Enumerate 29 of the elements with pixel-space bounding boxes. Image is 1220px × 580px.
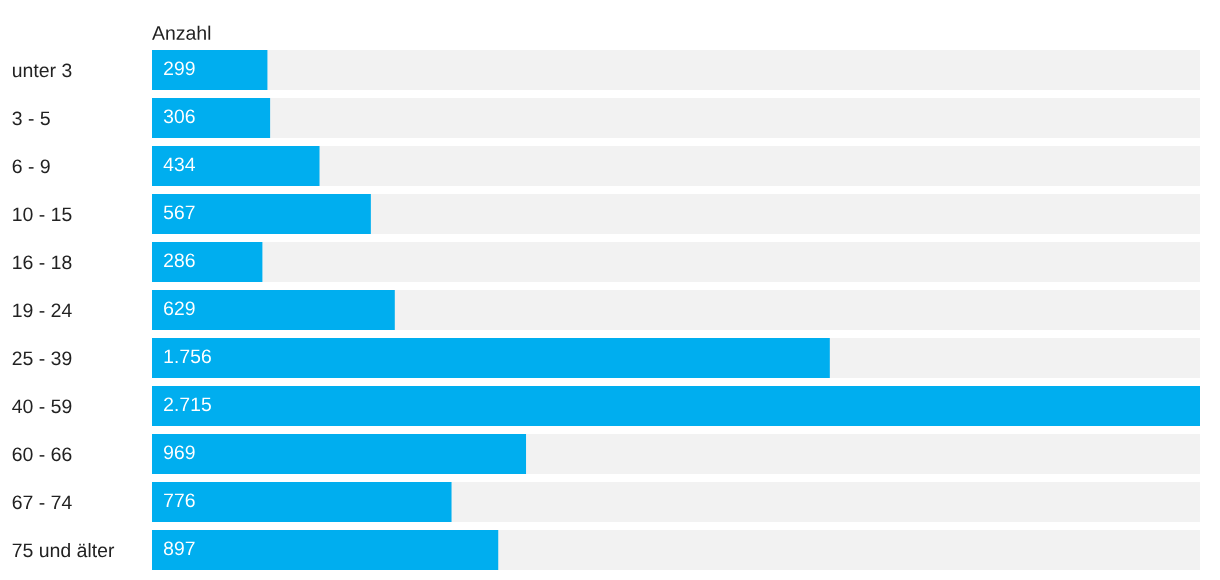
- y-tick-label: 6 - 9: [12, 159, 50, 174]
- data-label: 2.715: [164, 397, 211, 412]
- data-label: 969: [164, 445, 195, 460]
- data-label: 434: [163, 157, 195, 172]
- data-label: 897: [163, 541, 195, 556]
- data-label: 567: [163, 205, 195, 220]
- data-label: 776: [164, 493, 195, 508]
- y-tick-label: 16 - 18: [13, 255, 72, 270]
- y-tick-label: 60 - 66: [12, 447, 72, 462]
- y-tick-label: 75 und älter: [12, 542, 115, 558]
- bar: [152, 98, 271, 138]
- bar: [152, 146, 320, 186]
- bar: [152, 242, 263, 282]
- data-label: 306: [163, 109, 195, 124]
- data-label: 629: [164, 301, 195, 316]
- y-tick-label: 19 - 24: [13, 303, 72, 318]
- bar: [152, 50, 268, 90]
- y-tick-label: 3 - 5: [12, 111, 50, 126]
- y-tick-label: unter 3: [12, 63, 72, 78]
- bar: [152, 290, 395, 330]
- chart-title: Anzahl: [152, 25, 211, 40]
- data-label: 1.756: [164, 349, 211, 364]
- y-tick-label: 10 - 15: [13, 207, 72, 222]
- y-tick-label: 25 - 39: [12, 351, 72, 366]
- data-label: 299: [164, 61, 195, 76]
- data-label: 286: [164, 253, 195, 268]
- y-tick-label: 40 - 59: [12, 399, 72, 414]
- bar: [152, 194, 371, 234]
- y-tick-label: 67 - 74: [12, 495, 72, 510]
